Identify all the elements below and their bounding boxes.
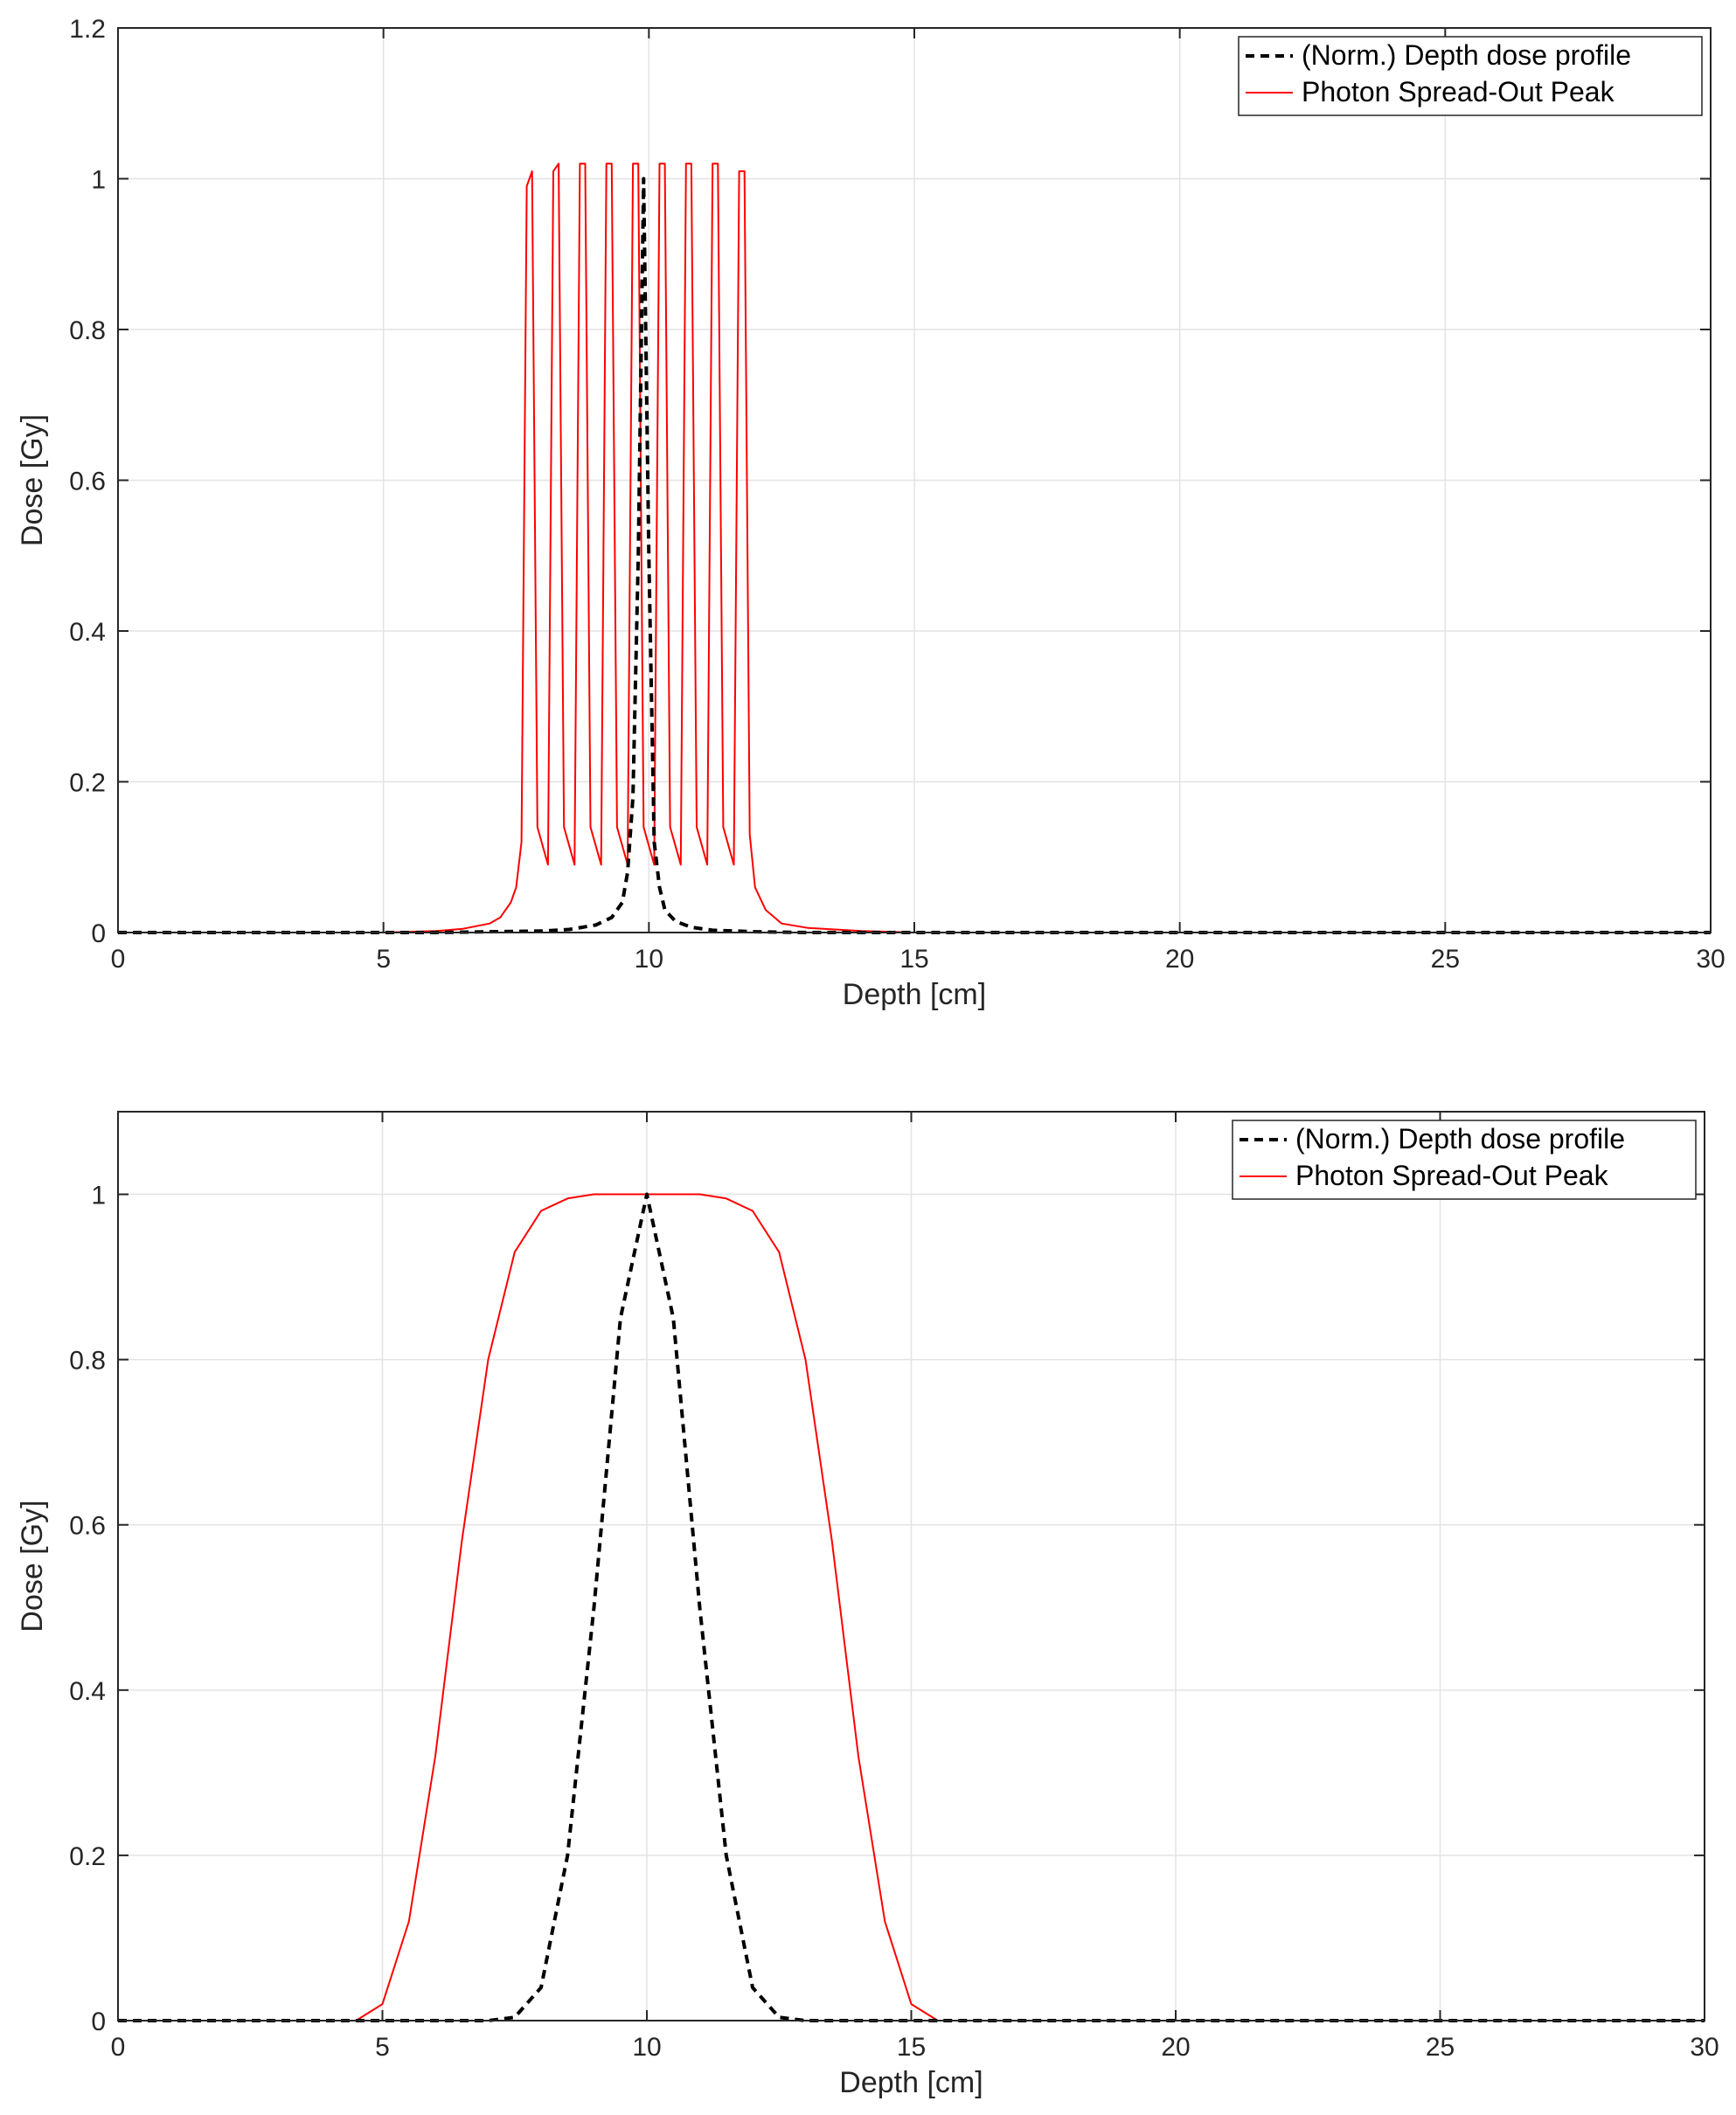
- top-legend-box: [1238, 36, 1703, 116]
- bottom-y-tick-label-5: 1: [91, 1182, 106, 1210]
- bottom-legend: (Norm.) Depth dose profile Photon Spread-…: [1232, 1120, 1697, 1200]
- bottom-y-tick-label-1: 0.2: [69, 1842, 106, 1871]
- top-x-tick-label-0: 0: [111, 945, 126, 974]
- top-series-depth-dose-profile-line: [118, 177, 1711, 934]
- top-x-tick-label-6: 30: [1696, 945, 1725, 974]
- bottom-y-tick-label-2: 0.4: [69, 1677, 106, 1706]
- bottom-x-tick-label-2: 10: [632, 2033, 661, 2062]
- bottom-y-tick-label-0: 0: [91, 2008, 106, 2036]
- top-legend: (Norm.) Depth dose profile Photon Spread-…: [1238, 36, 1703, 116]
- bottom-x-tick-label-3: 15: [897, 2033, 926, 2062]
- bottom-y-tick-label-4: 0.8: [69, 1347, 106, 1376]
- top-x-axis-title: Depth [cm]: [843, 978, 986, 1011]
- top-y-tick-label-4: 0.8: [69, 316, 106, 345]
- top-y-tick-label-6: 1.2: [69, 15, 106, 44]
- top-chart: 0 5 10 15 20 25 30 0 0.2 0.4 0.6 0.8 1 1.2 Depth [cm] D…: [16, 15, 1726, 1011]
- top-x-tick-label-5: 25: [1431, 945, 1460, 974]
- top-x-tick-label-1: 5: [376, 945, 391, 974]
- bottom-y-tick-label-3: 0.6: [69, 1512, 106, 1541]
- bottom-series-depth-dose-profile-line: [118, 1192, 1705, 2022]
- bottom-chart: 0 5 10 15 20 25 30 0 0.2 0.4 0.6 0.8 1 Depth [cm] Dose…: [16, 1111, 1719, 2099]
- bottom-x-tick-label-6: 30: [1690, 2033, 1719, 2062]
- top-y-tick-label-1: 0.2: [69, 769, 106, 798]
- bottom-x-tick-label-4: 20: [1161, 2033, 1190, 2062]
- bottom-legend-box: [1232, 1120, 1697, 1200]
- top-y-tick-label-2: 0.4: [69, 618, 106, 647]
- bottom-legend-label-1: Photon Spread-Out Peak: [1295, 1160, 1609, 1191]
- bottom-x-tick-label-1: 5: [375, 2033, 390, 2062]
- bottom-y-axis-title: Dose [Gy]: [16, 1500, 49, 1632]
- top-y-tick-label-0: 0: [91, 919, 106, 948]
- bottom-legend-label-0: (Norm.) Depth dose profile: [1295, 1123, 1625, 1155]
- top-series-photon-spread-out-peak-line: [118, 163, 1711, 933]
- top-legend-label-0: (Norm.) Depth dose profile: [1302, 39, 1631, 71]
- top-x-tick-label-3: 15: [899, 945, 928, 974]
- top-legend-label-1: Photon Spread-Out Peak: [1302, 76, 1615, 107]
- top-y-axis-title: Dose [Gy]: [16, 414, 49, 546]
- bottom-x-tick-label-0: 0: [111, 2033, 126, 2062]
- top-y-tick-label-3: 0.6: [69, 468, 106, 496]
- bottom-x-tick-label-5: 25: [1426, 2033, 1455, 2062]
- top-x-tick-label-2: 10: [635, 945, 663, 974]
- top-y-tick-label-5: 1: [91, 166, 106, 195]
- bottom-x-axis-title: Depth [cm]: [839, 2066, 983, 2099]
- top-x-tick-label-4: 20: [1165, 945, 1194, 974]
- top-chart-figure: 0 5 10 15 20 25 30 0 0.2 0.4 0.6 0.8 1 1.2 Depth [cm] D…: [0, 0, 1736, 1040]
- bottom-chart-figure: 0 5 10 15 20 25 30 0 0.2 0.4 0.6 0.8 1 Depth [cm] Dose…: [0, 1084, 1736, 2115]
